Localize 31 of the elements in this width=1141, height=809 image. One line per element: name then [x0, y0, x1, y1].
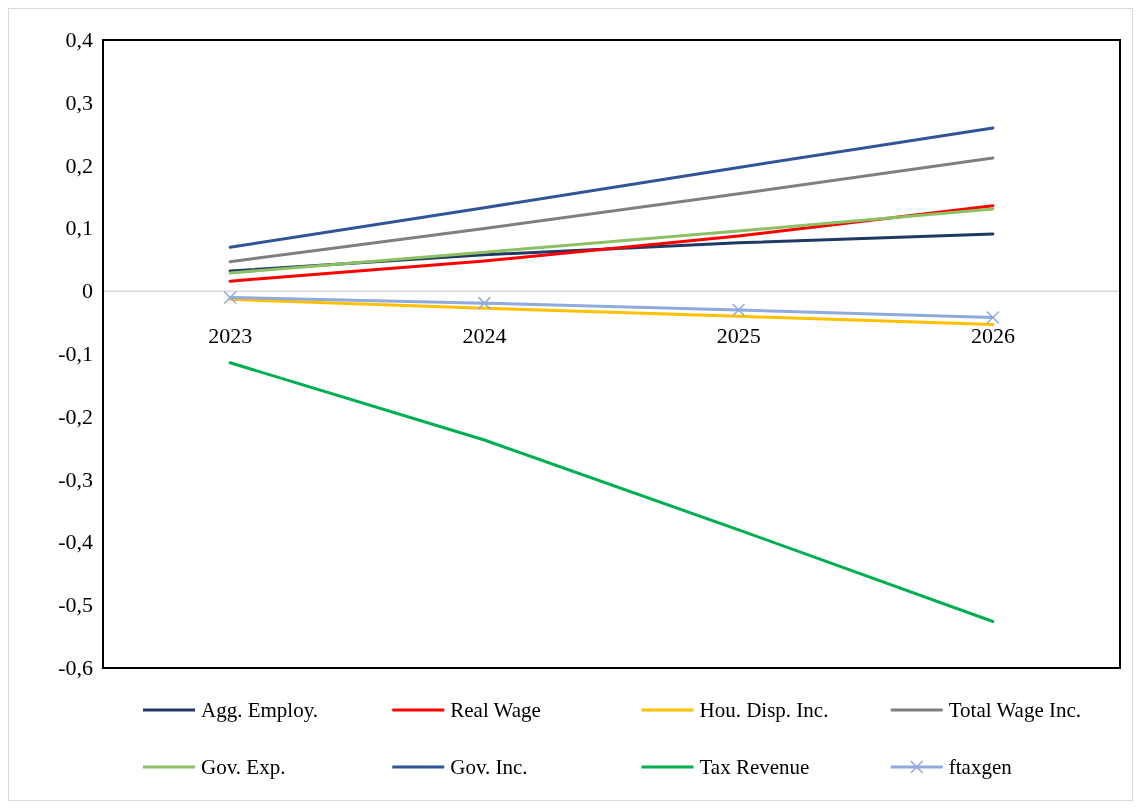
point [223, 290, 237, 305]
x-tick-label: 2026 [970, 323, 1015, 349]
legend-label: Real Wage [450, 698, 541, 722]
y-tick-label: 0,2 [65, 152, 93, 178]
legend-label: Gov. Inc. [450, 755, 528, 779]
y-tick-label: -0,3 [58, 466, 93, 492]
legend-label: Gov. Exp. [201, 755, 286, 779]
y-tick-label: -0,1 [58, 341, 93, 366]
point [477, 296, 492, 310]
legend-label: Tax Revenue [699, 755, 810, 779]
point [731, 303, 746, 317]
x-tick-label: 2024 [462, 323, 507, 349]
y-tick-label: -0,4 [58, 529, 93, 555]
y-tick-label: 0,4 [65, 27, 93, 52]
legend-label: Agg. Employ. [201, 698, 319, 722]
line-series [228, 361, 995, 624]
y-tick-label: 0,3 [65, 89, 93, 115]
line-series [228, 156, 995, 264]
line-series [228, 297, 995, 326]
legend-label: Total Wage Inc. [948, 698, 1082, 722]
y-tick-label: 0 [82, 278, 93, 304]
y-tick-label: 0,1 [65, 215, 93, 241]
legend-label: Hou. Disp. Inc. [699, 698, 829, 722]
y-tick-label: -0,5 [58, 592, 93, 618]
x-tick-label: 2023 [208, 323, 253, 349]
legend-label: ftaxgen [948, 755, 1013, 779]
point [986, 310, 1000, 325]
y-tick-label: -0,2 [58, 403, 93, 429]
y-tick-label: -0,6 [58, 655, 93, 680]
x-tick-label: 2025 [716, 323, 761, 349]
line-series [228, 126, 995, 249]
